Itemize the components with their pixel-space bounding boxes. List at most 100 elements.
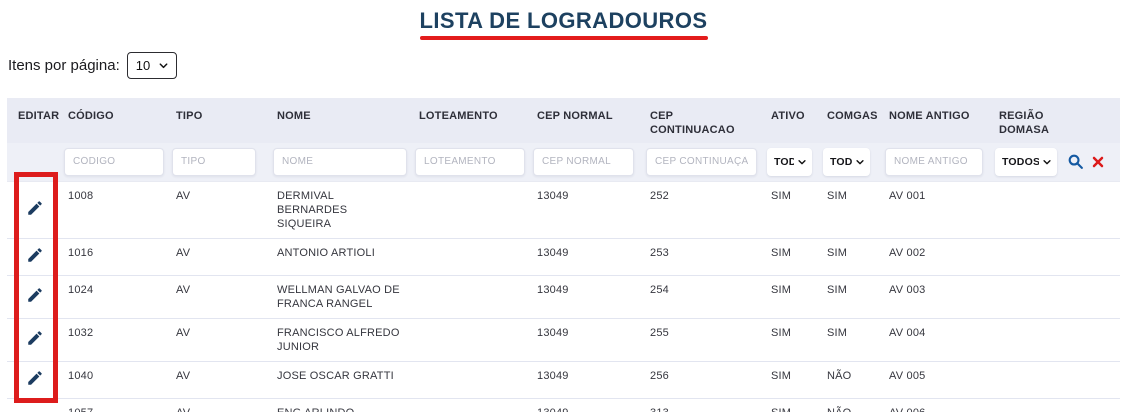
cep-normal-cell: 13049 — [529, 318, 642, 362]
nome-cell: ANTONIO ARTIOLI — [269, 238, 411, 276]
tipo-cell: AV — [168, 180, 269, 239]
col-header-regiao-domasa: REGIÃO DOMASA — [991, 98, 1059, 143]
cep-continuacao-filter-input[interactable] — [646, 147, 757, 176]
tipo-cell: AV — [168, 318, 269, 362]
loteamento-cell — [411, 180, 529, 239]
row-trailing-cell — [1059, 238, 1120, 276]
table-body: 1008 AV DERMIVAL BERNARDES SIQUEIRA 1304… — [7, 180, 1120, 412]
chevron-down-icon — [855, 157, 865, 167]
chevron-down-icon — [1042, 157, 1052, 167]
editar-cell — [7, 275, 60, 319]
ativo-cell: SIM — [763, 275, 819, 319]
cep-normal-cell: 13049 — [529, 180, 642, 239]
table-row: 1032 AV FRANCISCO ALFREDO JUNIOR 13049 2… — [7, 318, 1120, 362]
nome-antigo-cell: AV 005 — [881, 361, 991, 399]
cep-continuacao-cell: 256 — [642, 361, 763, 399]
items-per-page-value: 10 — [135, 57, 151, 73]
pencil-icon — [26, 199, 44, 217]
tipo-cell: AV — [168, 238, 269, 276]
loteamento-cell — [411, 398, 529, 412]
col-header-editar: EDITAR — [7, 98, 60, 143]
edit-row-button[interactable] — [26, 199, 44, 217]
title-red-underline — [419, 36, 708, 40]
table-row: 1057 AV ENG ARLINDO NASCIMENTO DE LEMOS … — [7, 398, 1120, 412]
nome-cell: JOSE OSCAR GRATTI — [269, 361, 411, 399]
comgas-cell: SIM — [819, 318, 881, 362]
ativo-cell: SIM — [763, 398, 819, 412]
editar-cell — [7, 318, 60, 362]
comgas-cell: SIM — [819, 238, 881, 276]
table-row: 1040 AV JOSE OSCAR GRATTI 13049 256 SIM … — [7, 361, 1120, 399]
edit-row-button[interactable] — [26, 329, 44, 347]
loteamento-cell — [411, 318, 529, 362]
edit-row-button[interactable] — [26, 286, 44, 304]
comgas-filter-select[interactable]: TODO — [823, 147, 870, 176]
row-trailing-cell — [1059, 318, 1120, 362]
col-header-nome: NOME — [269, 98, 411, 143]
nome-cell: DERMIVAL BERNARDES SIQUEIRA — [269, 180, 411, 239]
search-icon — [1067, 153, 1084, 170]
row-trailing-cell — [1059, 275, 1120, 319]
row-trailing-cell — [1059, 361, 1120, 399]
regiao-domasa-cell — [991, 398, 1059, 412]
row-trailing-cell — [1059, 398, 1120, 412]
codigo-cell: 1057 — [60, 398, 168, 412]
nome-antigo-filter-input[interactable] — [885, 147, 983, 176]
items-per-page-select[interactable]: 10 — [126, 51, 178, 79]
codigo-filter-input[interactable] — [64, 147, 164, 176]
regiao-domasa-cell — [991, 180, 1059, 239]
clear-filters-button[interactable] — [1092, 156, 1104, 168]
col-header-ativo: ATIVO — [763, 98, 819, 143]
cep-continuacao-cell: 253 — [642, 238, 763, 276]
pencil-icon — [26, 246, 44, 264]
cep-normal-cell: 13049 — [529, 398, 642, 412]
cep-continuacao-cell: 252 — [642, 180, 763, 239]
cep-continuacao-cell: 255 — [642, 318, 763, 362]
nome-antigo-cell: AV 001 — [881, 180, 991, 239]
ativo-cell: SIM — [763, 318, 819, 362]
loteamento-filter-input[interactable] — [415, 147, 525, 176]
close-icon — [1092, 156, 1104, 168]
search-button[interactable] — [1067, 153, 1084, 170]
logradouros-table: EDITAR CÓDIGO TIPO NOME LOTEAMENTO CEP N… — [7, 98, 1120, 412]
tipo-cell: AV — [168, 275, 269, 319]
col-header-cep-continuacao: CEP CONTINUACAO — [642, 98, 763, 143]
editar-cell — [7, 180, 60, 239]
edit-row-button[interactable] — [26, 369, 44, 387]
cep-normal-cell: 13049 — [529, 275, 642, 319]
tipo-filter-input[interactable] — [172, 147, 256, 176]
cep-normal-cell: 13049 — [529, 361, 642, 399]
cep-continuacao-cell: 254 — [642, 275, 763, 319]
editar-cell — [7, 398, 60, 412]
pencil-icon — [26, 286, 44, 304]
nome-cell: ENG ARLINDO NASCIMENTO DE LEMOS — [269, 398, 411, 412]
filter-cell-empty — [7, 143, 60, 181]
comgas-cell: NÃO — [819, 398, 881, 412]
cep-normal-filter-input[interactable] — [533, 147, 634, 176]
ativo-filter-select[interactable]: TODOS — [767, 147, 812, 176]
loteamento-cell — [411, 275, 529, 319]
cep-continuacao-cell: 313 — [642, 398, 763, 412]
chevron-down-icon — [158, 60, 169, 71]
items-per-page-label: Itens por página: — [8, 56, 120, 74]
regiao-domasa-cell — [991, 275, 1059, 319]
ativo-cell: SIM — [763, 180, 819, 239]
regiao-domasa-filter-select[interactable]: TODOS — [995, 147, 1057, 176]
ativo-cell: SIM — [763, 361, 819, 399]
codigo-cell: 1024 — [60, 275, 168, 319]
loteamento-cell — [411, 361, 529, 399]
comgas-cell: SIM — [819, 180, 881, 239]
col-header-actions-empty — [1059, 98, 1120, 143]
col-header-nome-antigo: NOME ANTIGO — [881, 98, 991, 143]
tipo-cell: AV — [168, 398, 269, 412]
col-header-cep-normal: CEP NORMAL — [529, 98, 642, 143]
codigo-cell: 1040 — [60, 361, 168, 399]
codigo-cell: 1016 — [60, 238, 168, 276]
editar-cell — [7, 361, 60, 399]
page-title: LISTA DE LOGRADOUROS — [419, 8, 708, 33]
comgas-cell: SIM — [819, 275, 881, 319]
nome-filter-input[interactable] — [273, 147, 407, 176]
edit-row-button[interactable] — [26, 246, 44, 264]
nome-cell: FRANCISCO ALFREDO JUNIOR — [269, 318, 411, 362]
